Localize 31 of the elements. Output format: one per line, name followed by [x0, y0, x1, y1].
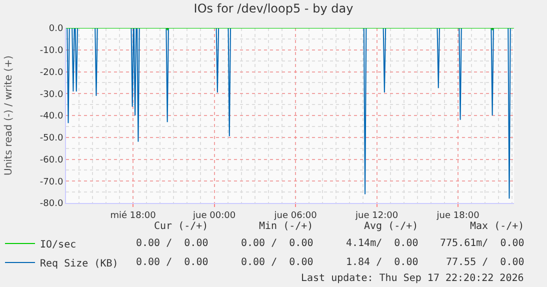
x-tick-label: jue 12:00 [354, 210, 398, 221]
text: 4.14m/ 0.00 [346, 238, 418, 249]
x-tick-label: mié 18:00 [110, 210, 156, 221]
x-tick-label: jue 18:00 [436, 210, 480, 221]
text: Avg (-/+) [364, 221, 418, 232]
y-tick-label: -10.0 [40, 46, 64, 56]
y-tick-label: 0.0 [48, 24, 64, 34]
text: 775.61m/ 0.00 [440, 238, 524, 249]
y-tick-label: -20.0 [40, 68, 64, 78]
text: 0.00 / 0.00 [241, 257, 314, 268]
chart-title: IOs for /dev/loop5 - by day [194, 2, 354, 16]
legend-label: Req Size (KB) [40, 258, 118, 270]
text: Min (-/+) [259, 221, 314, 232]
y-tick-label: -50.0 [40, 134, 64, 144]
y-tick-label: -80.0 [40, 199, 64, 210]
x-tick-label: jue 00:00 [192, 210, 236, 221]
text: Max (-/+) [470, 221, 524, 232]
legend-label: IO/sec [40, 239, 76, 250]
y-tick-label: -70.0 [40, 177, 64, 188]
x-tick-label: jue 06:00 [273, 210, 318, 221]
text: Cur (-/+) [154, 221, 208, 232]
y-tick-label: -60.0 [40, 155, 64, 166]
text: 0.00 / 0.00 [241, 238, 314, 249]
y-axis-title: Units read (-) / write (+) [4, 55, 14, 176]
y-tick-label: -30.0 [40, 90, 64, 100]
text: 77.55 / 0.00 [446, 257, 524, 268]
text: 0.00 / 0.00 [136, 238, 208, 249]
y-tick-label: -40.0 [40, 112, 64, 122]
text: 0.00 / 0.00 [136, 257, 208, 268]
text: Last update: Thu Sep 17 22:20:22 2026 [301, 273, 524, 284]
text: 1.84 / 0.00 [346, 257, 418, 268]
